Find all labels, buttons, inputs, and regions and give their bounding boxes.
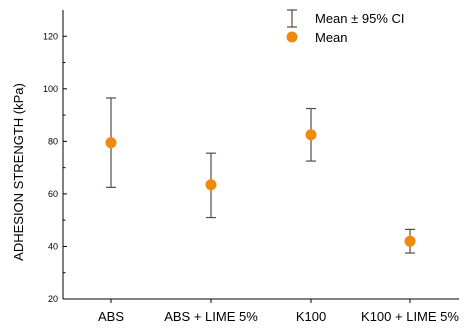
y-tick-label: 80 (48, 136, 58, 146)
x-category-label: ABS (98, 309, 124, 324)
y-tick-label: 40 (48, 241, 58, 251)
x-category-label: K100 + LIME 5% (361, 309, 459, 324)
legend: Mean ± 95% CI Mean (286, 9, 405, 45)
x-category-label: ABS + LIME 5% (164, 309, 258, 324)
data-marks (105, 97, 416, 254)
y-tick-label: 120 (43, 31, 58, 41)
y-axis-title: ADHESION STRENGTH (kPa) (11, 83, 26, 261)
legend-label-mean: Mean (315, 30, 348, 45)
mean-point (404, 235, 416, 247)
mean-point (305, 129, 317, 141)
y-ticks: 20 40 60 80 100 120 (43, 31, 67, 304)
x-category-label: K100 (296, 309, 326, 324)
y-tick-label: 100 (43, 84, 58, 94)
y-tick-label: 60 (48, 189, 58, 199)
mean-point (105, 137, 117, 149)
x-category-labels: ABS ABS + LIME 5% K100 K100 + LIME 5% (98, 299, 459, 324)
legend-mean-marker (286, 31, 298, 43)
mean-point (205, 179, 217, 191)
legend-label-ci: Mean ± 95% CI (315, 11, 405, 26)
y-tick-label: 20 (48, 294, 58, 304)
axes (62, 10, 459, 300)
